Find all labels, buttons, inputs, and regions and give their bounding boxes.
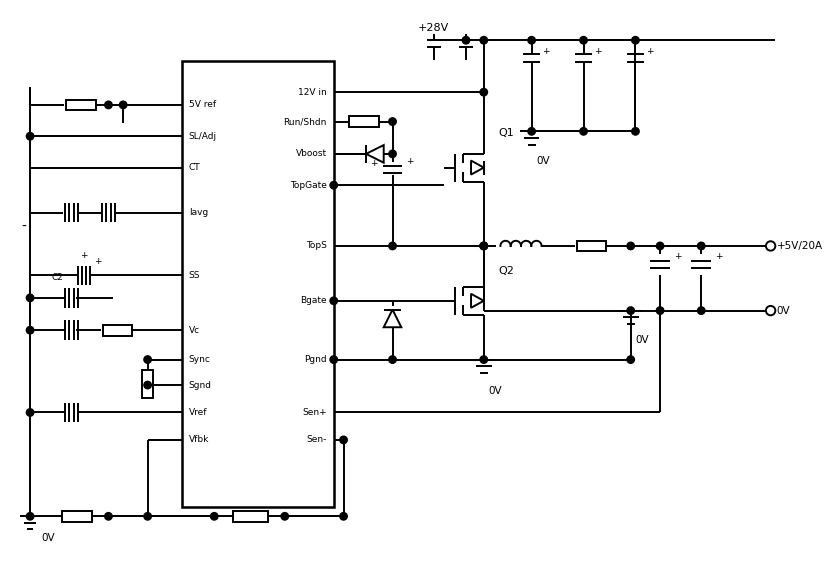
Text: Vboost: Vboost — [296, 149, 326, 159]
Text: Sen-: Sen- — [306, 436, 326, 444]
Text: Sen+: Sen+ — [302, 408, 326, 417]
Text: TopS: TopS — [306, 241, 326, 251]
Circle shape — [26, 512, 34, 520]
Circle shape — [26, 294, 34, 301]
Circle shape — [696, 242, 704, 250]
Circle shape — [631, 128, 638, 135]
Circle shape — [479, 242, 487, 250]
Text: +: + — [594, 47, 601, 57]
Text: +5V/20A: +5V/20A — [776, 241, 821, 251]
Bar — [349, 116, 378, 127]
Text: +: + — [370, 159, 378, 168]
Text: Vc: Vc — [189, 326, 200, 335]
Text: Iavg: Iavg — [189, 208, 208, 217]
Bar — [142, 370, 153, 398]
Text: +: + — [673, 252, 681, 261]
Bar — [576, 241, 605, 251]
Circle shape — [479, 242, 487, 250]
Circle shape — [330, 356, 337, 363]
Circle shape — [388, 356, 396, 363]
Circle shape — [388, 242, 396, 250]
Circle shape — [119, 101, 127, 108]
Circle shape — [144, 356, 152, 363]
Text: TopGate: TopGate — [290, 181, 326, 189]
Circle shape — [626, 242, 633, 250]
Circle shape — [626, 356, 633, 363]
Text: +: + — [714, 252, 721, 261]
Circle shape — [26, 409, 34, 416]
Bar — [181, 61, 334, 507]
Circle shape — [144, 512, 152, 520]
Polygon shape — [470, 294, 484, 308]
Circle shape — [527, 128, 535, 135]
Text: +: + — [646, 47, 653, 57]
Text: +28V: +28V — [417, 23, 449, 33]
Bar — [233, 511, 267, 522]
Text: 0V: 0V — [635, 335, 648, 345]
Circle shape — [281, 512, 288, 520]
Circle shape — [479, 242, 487, 250]
Circle shape — [26, 132, 34, 140]
Text: +: + — [406, 157, 413, 166]
Circle shape — [656, 242, 663, 250]
Circle shape — [104, 101, 112, 108]
Text: 0V: 0V — [536, 156, 550, 166]
Circle shape — [527, 37, 535, 44]
Circle shape — [339, 512, 347, 520]
Circle shape — [210, 512, 218, 520]
Bar — [103, 325, 132, 336]
Circle shape — [26, 326, 34, 334]
Text: 0V: 0V — [488, 386, 502, 396]
Text: Bgate: Bgate — [300, 296, 326, 305]
Polygon shape — [366, 145, 383, 163]
Text: 12V in: 12V in — [298, 87, 326, 97]
Circle shape — [388, 150, 396, 157]
Text: Sgnd: Sgnd — [189, 381, 211, 389]
Circle shape — [330, 181, 337, 189]
Text: Vfbk: Vfbk — [189, 436, 209, 444]
Circle shape — [479, 89, 487, 96]
Text: Q2: Q2 — [498, 266, 513, 276]
Text: Vref: Vref — [189, 408, 207, 417]
Text: 5V ref: 5V ref — [189, 100, 215, 110]
Circle shape — [696, 307, 704, 314]
Polygon shape — [470, 160, 484, 174]
Text: +: + — [94, 257, 102, 265]
Text: SL/Adj: SL/Adj — [189, 132, 217, 141]
Bar — [62, 511, 92, 522]
Circle shape — [479, 37, 487, 44]
Circle shape — [579, 37, 586, 44]
Circle shape — [339, 436, 347, 444]
Text: +: + — [80, 251, 88, 259]
Circle shape — [144, 381, 152, 389]
Text: Run/Shdn: Run/Shdn — [283, 117, 326, 126]
Circle shape — [765, 241, 774, 251]
Circle shape — [765, 306, 774, 315]
Circle shape — [479, 356, 487, 363]
Bar — [66, 100, 95, 110]
Text: +: + — [542, 47, 549, 57]
Text: Sync: Sync — [189, 355, 210, 364]
Text: Pgnd: Pgnd — [304, 355, 326, 364]
Circle shape — [631, 37, 638, 44]
Text: SS: SS — [189, 271, 200, 280]
Polygon shape — [383, 310, 401, 327]
Circle shape — [388, 118, 396, 125]
Circle shape — [462, 37, 469, 44]
Circle shape — [656, 307, 663, 314]
Text: 0V: 0V — [41, 533, 55, 543]
Text: Q1: Q1 — [498, 128, 513, 138]
Text: CT: CT — [189, 163, 200, 172]
Text: -: - — [22, 220, 26, 234]
Circle shape — [104, 512, 112, 520]
Circle shape — [330, 297, 337, 304]
Circle shape — [579, 128, 586, 135]
Text: C2: C2 — [51, 273, 63, 282]
Text: 0V: 0V — [776, 305, 789, 315]
Circle shape — [626, 307, 633, 314]
